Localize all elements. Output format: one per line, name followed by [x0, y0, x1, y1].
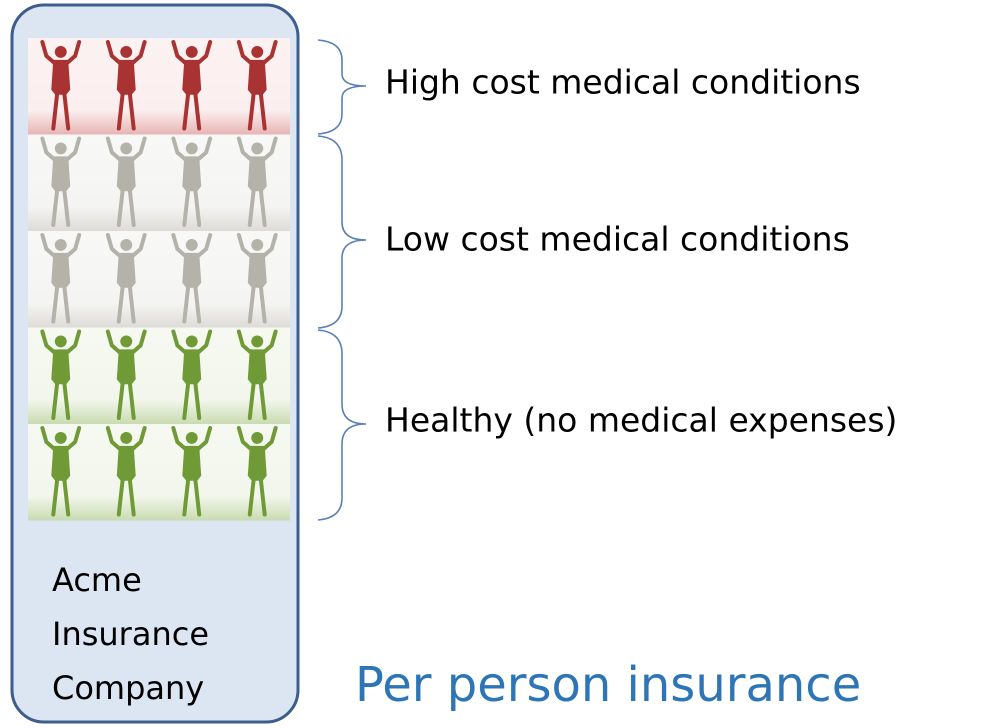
- row-low-cost-2: [28, 231, 290, 328]
- people-grid: [28, 38, 290, 521]
- group-label: Low cost medical conditions: [385, 220, 850, 259]
- company-name: Acme: [52, 561, 142, 599]
- brace: [317, 135, 367, 329]
- brace: [317, 329, 367, 521]
- caption: Per person insurance: [355, 657, 861, 713]
- group-label: High cost medical conditions: [385, 63, 861, 102]
- row-healthy-2: [28, 424, 290, 521]
- company-name: Insurance: [52, 615, 209, 653]
- row-high-cost: [28, 38, 290, 135]
- company-name: Company: [52, 669, 204, 707]
- row-low-cost-1: [28, 134, 290, 231]
- row-healthy-1: [28, 327, 290, 424]
- group-label: Healthy (no medical expenses): [385, 401, 897, 440]
- brace: [317, 39, 367, 135]
